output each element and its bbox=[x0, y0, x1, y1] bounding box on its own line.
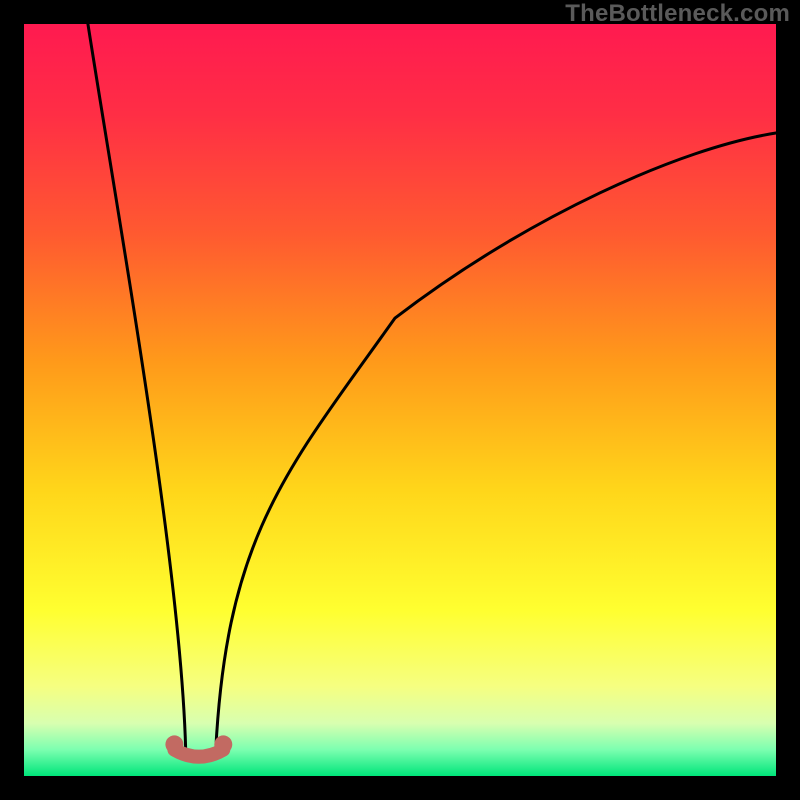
tip-marker-0 bbox=[165, 735, 183, 753]
watermark-text: TheBottleneck.com bbox=[565, 0, 790, 28]
curve-right bbox=[216, 133, 776, 750]
chart-plot-area bbox=[24, 24, 776, 776]
chart-svg bbox=[24, 24, 776, 776]
curve-left bbox=[88, 24, 186, 750]
tip-marker-1 bbox=[214, 735, 232, 753]
tip-connector bbox=[174, 750, 223, 757]
